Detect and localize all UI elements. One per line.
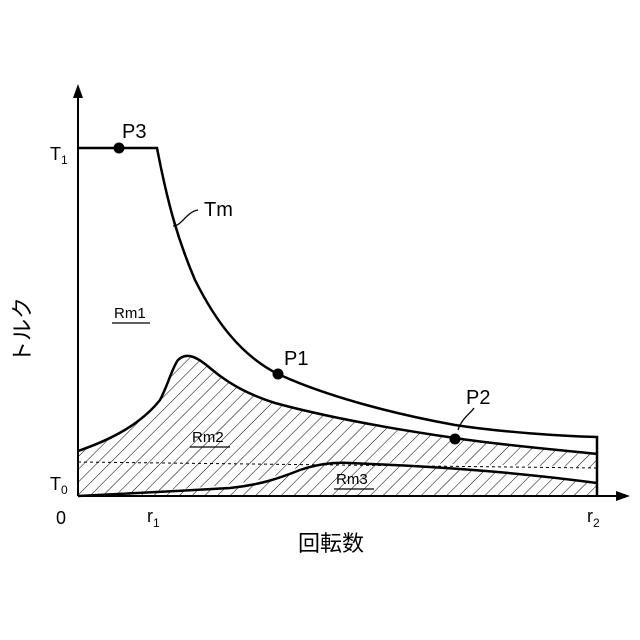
tm-label-leader (173, 210, 198, 226)
region-rm2-label: Rm2 (192, 429, 224, 446)
x-tick-r1-sub: 1 (153, 516, 160, 530)
x-tick-r2: r2 (587, 506, 600, 530)
region-rm3-label: Rm3 (336, 471, 368, 488)
y-tick-t0-sub: 0 (61, 483, 68, 497)
point-p2-label: P2 (466, 387, 490, 409)
point-p3-marker (114, 143, 125, 154)
y-axis-title: トルク (11, 297, 36, 363)
x-axis-arrow (616, 491, 630, 501)
point-p2-marker (450, 434, 461, 445)
tm-curve-label: Tm (204, 199, 233, 221)
origin-label: 0 (56, 508, 66, 528)
y-tick-t0: T0 (50, 474, 68, 497)
point-p1-label: P1 (284, 348, 308, 370)
point-p3-label: P3 (122, 121, 146, 143)
x-axis-title: 回転数 (298, 532, 364, 557)
x-tick-r1: r1 (147, 506, 160, 530)
y-tick-t1-base: T (50, 144, 61, 164)
y-axis-arrow (73, 84, 83, 98)
y-tick-t1-sub: 1 (61, 153, 68, 167)
x-tick-r2-sub: 2 (593, 516, 600, 530)
point-p1-marker (273, 369, 284, 380)
region-rm1-label: Rm1 (114, 305, 146, 322)
y-tick-t0-base: T (50, 474, 61, 494)
y-tick-t1: T1 (50, 144, 68, 167)
